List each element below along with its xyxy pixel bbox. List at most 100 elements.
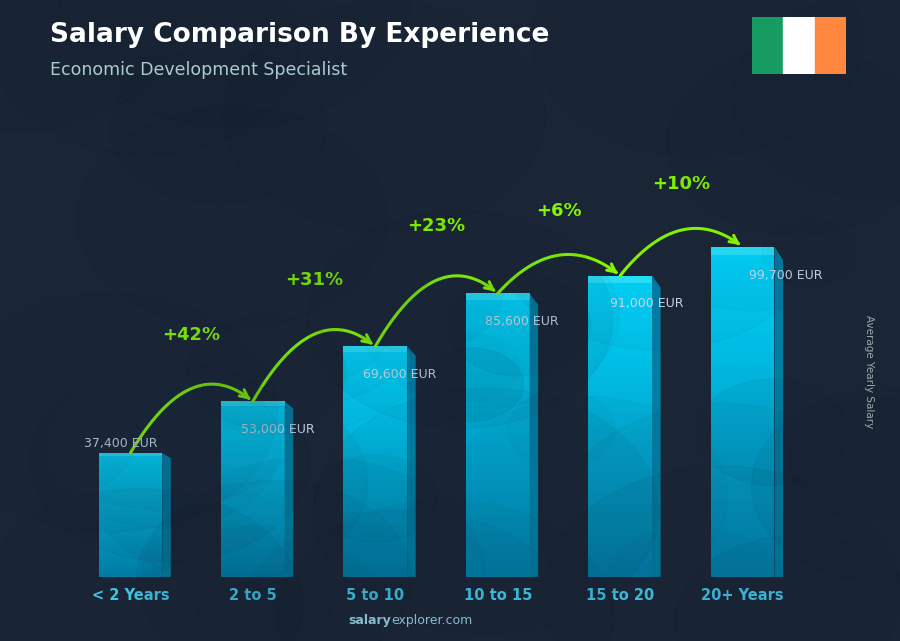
Bar (711, 497, 775, 504)
Bar (344, 503, 407, 508)
Bar (98, 537, 162, 540)
Circle shape (110, 49, 327, 203)
Bar (589, 378, 652, 384)
Bar (466, 344, 529, 350)
Bar (589, 444, 652, 451)
Bar (344, 499, 407, 503)
Bar (466, 333, 529, 338)
Bar (711, 570, 775, 577)
Bar (98, 525, 162, 528)
Bar (221, 520, 284, 524)
Bar (98, 495, 162, 497)
Bar (344, 406, 407, 411)
Bar (589, 522, 652, 529)
Bar (221, 405, 284, 408)
Bar (466, 412, 529, 418)
Bar (589, 492, 652, 499)
Bar (221, 563, 284, 567)
Bar (98, 554, 162, 557)
Bar (711, 544, 775, 551)
Bar (98, 463, 162, 465)
Bar (221, 556, 284, 560)
Bar (711, 399, 775, 405)
Bar (221, 503, 284, 506)
Bar (344, 383, 407, 388)
Bar (711, 247, 775, 253)
Bar (344, 415, 407, 420)
Bar (221, 538, 284, 542)
Bar (814, 17, 846, 74)
Bar (344, 471, 407, 476)
Bar (98, 565, 162, 567)
Bar (589, 414, 652, 420)
Text: explorer.com: explorer.com (392, 614, 472, 627)
Bar (589, 481, 652, 487)
Bar (344, 448, 407, 453)
Bar (711, 273, 775, 279)
Bar (466, 373, 529, 378)
Bar (221, 489, 284, 493)
Bar (344, 388, 407, 392)
Bar (466, 401, 529, 407)
Bar (344, 485, 407, 489)
Bar (589, 348, 652, 354)
Bar (344, 554, 407, 558)
Circle shape (211, 0, 561, 146)
Bar (711, 333, 775, 339)
Bar (466, 560, 529, 565)
Bar (344, 545, 407, 549)
Bar (344, 392, 407, 397)
Bar (98, 473, 162, 476)
Bar (221, 560, 284, 563)
Bar (98, 547, 162, 549)
Text: +6%: +6% (536, 202, 581, 220)
Bar (221, 419, 284, 422)
Bar (221, 535, 284, 538)
Bar (589, 432, 652, 438)
Bar (344, 402, 407, 406)
Bar (98, 465, 162, 468)
Bar (466, 447, 529, 452)
Bar (466, 486, 529, 492)
Bar (221, 444, 284, 447)
Bar (589, 329, 652, 336)
Bar (589, 402, 652, 408)
Bar (589, 390, 652, 396)
Bar (711, 392, 775, 399)
Bar (589, 504, 652, 511)
Bar (589, 281, 652, 288)
Bar (98, 517, 162, 520)
Bar (466, 316, 529, 322)
Circle shape (31, 363, 310, 562)
Bar (466, 390, 529, 395)
Bar (98, 528, 162, 530)
Bar (589, 541, 652, 547)
Bar (221, 531, 284, 535)
Bar (98, 574, 162, 577)
Bar (98, 530, 162, 532)
Circle shape (752, 389, 900, 583)
Bar (98, 560, 162, 562)
Bar (466, 554, 529, 560)
Bar (711, 419, 775, 425)
Bar (589, 342, 652, 348)
Bar (344, 369, 407, 374)
Bar (466, 384, 529, 390)
Bar (344, 420, 407, 425)
Bar (344, 356, 407, 360)
Bar (589, 469, 652, 474)
Bar (711, 299, 775, 306)
Bar (344, 494, 407, 499)
Bar (98, 508, 162, 510)
Bar (466, 543, 529, 549)
Bar (98, 480, 162, 483)
Bar (711, 504, 775, 511)
Bar (98, 470, 162, 473)
Bar (221, 482, 284, 486)
Bar (98, 557, 162, 560)
Bar (344, 466, 407, 471)
Text: 91,000 EUR: 91,000 EUR (610, 297, 684, 310)
Bar (589, 354, 652, 360)
Bar (221, 408, 284, 412)
Bar (98, 500, 162, 503)
